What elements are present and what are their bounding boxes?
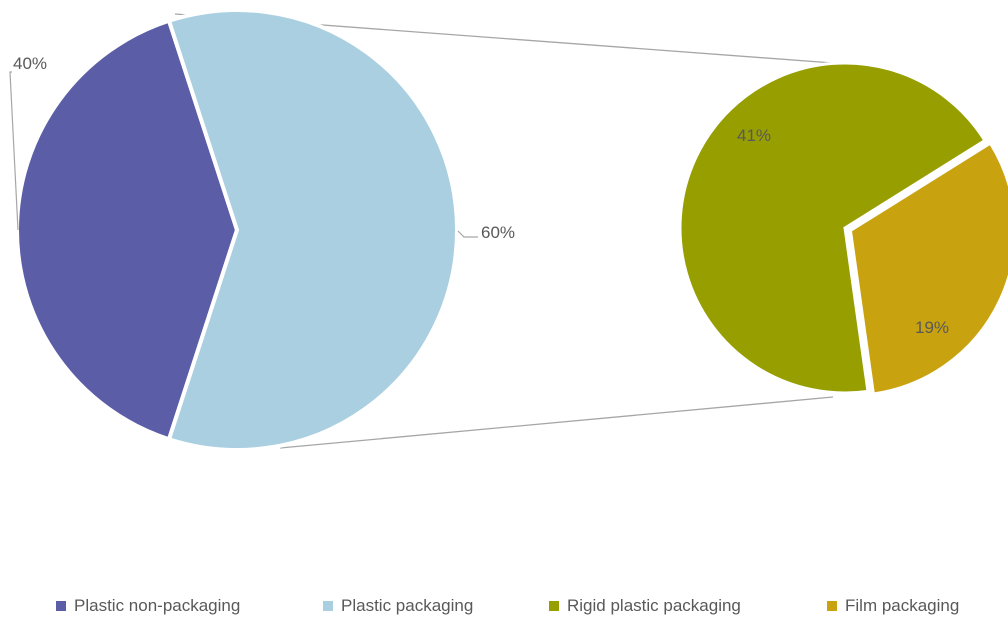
pie-of-pie-chart: 40% 60% 41% 19% bbox=[9, 8, 1008, 452]
leader-line bbox=[457, 230, 478, 238]
legend-item-film-packaging: Film packaging bbox=[827, 596, 959, 616]
legend-swatch bbox=[549, 601, 559, 611]
connector-line-bottom bbox=[279, 396, 834, 449]
data-label-film-packaging: 19% bbox=[915, 318, 949, 337]
legend-label: Film packaging bbox=[845, 596, 960, 615]
legend-label: Rigid plastic packaging bbox=[567, 596, 741, 615]
legend-item-plastic-packaging: Plastic packaging bbox=[323, 596, 473, 616]
legend: Plastic non-packaging Plastic packaging … bbox=[0, 596, 1008, 620]
legend-swatch bbox=[56, 601, 66, 611]
pie-slice-plastic-non-packaging bbox=[15, 18, 240, 442]
legend-label: Plastic packaging bbox=[341, 596, 474, 615]
legend-label: Plastic non-packaging bbox=[74, 596, 241, 615]
data-label-rigid-plastic-packaging: 41% bbox=[737, 126, 771, 145]
legend-item-rigid-plastic-packaging: Rigid plastic packaging bbox=[549, 596, 741, 616]
pie-slice-plastic-packaging bbox=[166, 8, 460, 452]
legend-swatch bbox=[323, 601, 333, 611]
data-label-plastic-non-packaging: 40% bbox=[13, 54, 47, 73]
leader-line bbox=[9, 71, 19, 231]
legend-swatch bbox=[827, 601, 837, 611]
pie-slice-film-packaging bbox=[848, 141, 1008, 396]
data-label-plastic-packaging: 60% bbox=[481, 223, 515, 242]
pie-slice-rigid-plastic-packaging bbox=[678, 61, 987, 395]
legend-item-plastic-non-packaging: Plastic non-packaging bbox=[56, 596, 240, 616]
